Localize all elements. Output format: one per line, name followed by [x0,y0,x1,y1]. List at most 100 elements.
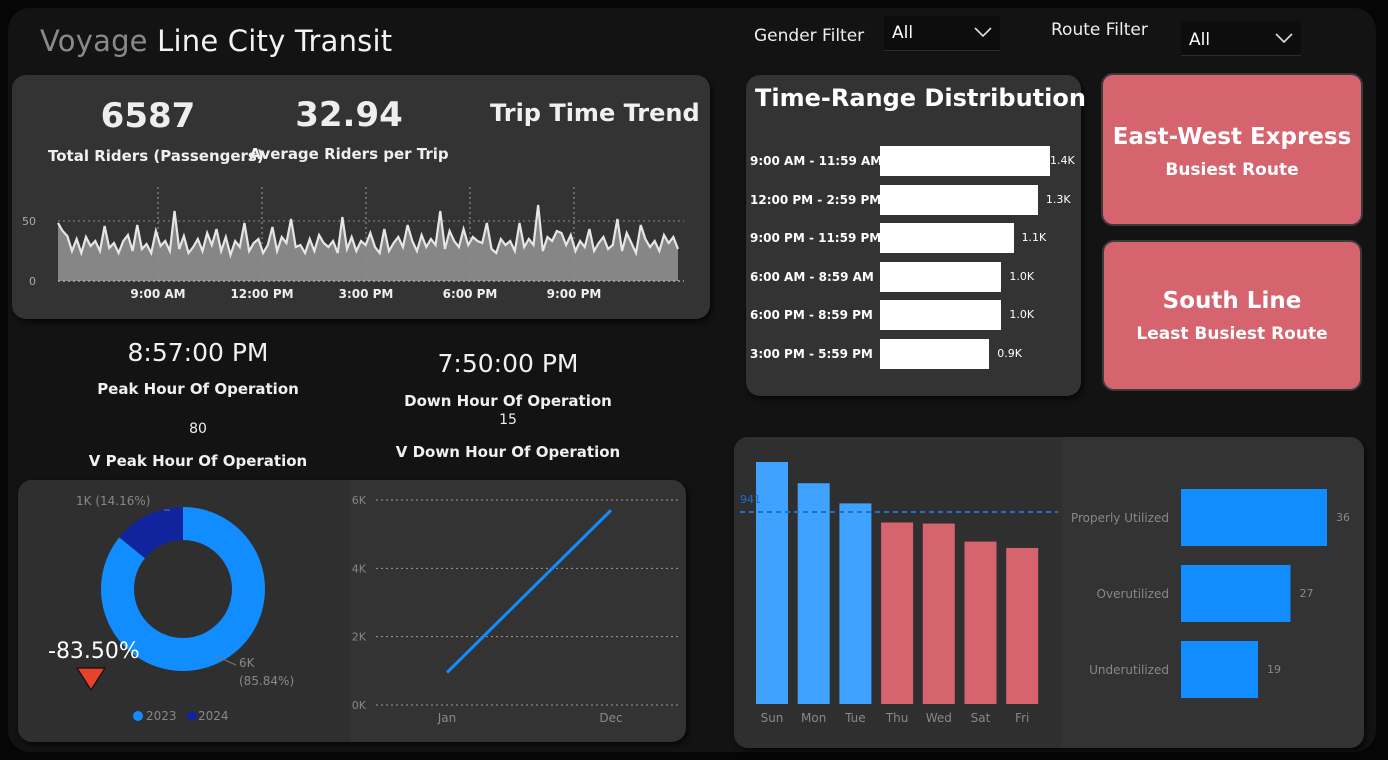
trend-area [58,205,678,281]
trend-x-tick: 12:00 PM [230,287,293,301]
weekday-utilization-panel: Sun Mon Tue Thu Wed Sat Fri 941 Properly Utili… [734,437,1364,748]
time-range-label: 12:00 PM - 2:59 PM [750,192,882,207]
change-percent-value: -83.50% [48,639,140,664]
dashboard-title: Voyage Line City Transit [40,24,393,58]
weekday-bar [797,483,830,704]
least-route-label: Least Busiest Route [1136,324,1328,344]
weekday-bar [839,503,872,704]
time-range-label: 9:00 AM - 11:59 AM [750,154,883,168]
weekday-x-tick: Fri [1015,711,1029,725]
reference-line-label: 941 [740,493,761,506]
weekday-bar [881,522,914,704]
time-range-value: 1.1K [1021,231,1047,245]
utilization-label: Properly Utilized [1071,511,1169,525]
utilization-value: 27 [1300,587,1314,600]
weekday-bar [922,523,955,704]
yearly-charts: 1K (14.16%) 6K (85.84%) -83.50% 2023 202… [48,494,678,725]
line-x-tick: Dec [599,711,622,725]
route-filter-label: Route Filter [1051,20,1148,40]
line-y-tick: 2K [352,631,367,644]
time-range-title: Time-Range Distribution [755,84,1086,112]
avg-riders-label: Average Riders per Trip [249,145,449,163]
line-y-tick: 0K [352,699,367,712]
chevron-down-icon [1275,33,1293,44]
time-range-label: 6:00 AM - 8:59 AM [750,269,874,284]
peak-time-value: 8:57:00 PM [127,338,269,367]
donut-label-2023-pct: (85.84%) [239,674,294,688]
time-range-value: 1.0K [1009,269,1035,283]
time-range-value: 1.4K [1050,154,1075,167]
trend-y-tick: 50 [22,215,36,228]
legend-2024-label: 2024 [198,709,229,723]
legend-2023-dot [133,711,143,721]
utilization-bar-chart: Properly Utilized 36 Overutilized 27 Underut… [1071,489,1350,698]
trend-x-tick: 6:00 PM [443,287,498,301]
weekday-x-tick: Sat [971,711,991,725]
weekday-x-tick: Tue [844,711,866,725]
trend-x-tick: 3:00 PM [339,287,394,301]
gender-filter-label: Gender Filter [754,26,865,46]
utilization-label: Underutilized [1089,663,1169,677]
year-line [445,509,613,674]
time-range-value: 1.3K [1045,192,1071,206]
time-range-panel: Time-Range Distribution 9:00 AM - 11:59 … [746,75,1086,396]
time-range-bar [880,339,990,369]
route-filter-value: All [1189,30,1211,50]
busiest-route-card: East-West Express Busiest Route [1103,75,1361,224]
gender-filter-dropdown[interactable]: All [884,16,1000,51]
total-riders-value: 6587 [100,96,196,136]
year-donut-chart [100,507,265,671]
line-y-tick: 6K [352,494,367,507]
trend-x-tick: 9:00 PM [547,287,602,301]
least-busiest-route-card: South Line Least Busiest Route [1104,242,1360,389]
legend-2024-dot [187,711,197,721]
weekday-bar-chart: Sun Mon Tue Thu Wed Sat Fri [756,462,1039,725]
donut-slice-2023 [100,507,265,671]
trend-y-tick: 0 [29,275,36,288]
utilization-value: 19 [1267,663,1281,676]
trend-x-tick: 9:00 AM [130,287,185,301]
time-range-label: 3:00 PM - 5:59 PM [750,347,873,361]
least-route-name: South Line [1162,288,1302,314]
yearly-comparison-panel: 1K (14.16%) 6K (85.84%) -83.50% 2023 202… [18,480,686,742]
down-value: 15 [499,412,517,428]
time-range-value: 0.9K [997,347,1022,360]
total-riders-label: Total Riders (Passengers) [48,147,264,165]
donut-slice-2024 [119,507,183,559]
time-range-label: 9:00 PM - 11:59 PM [750,231,882,246]
gender-filter-value: All [892,23,914,43]
utilization-label: Overutilized [1097,587,1169,601]
down-time-label: Down Hour Of Operation [404,392,612,410]
down-value-label: V Down Hour Of Operation [395,443,621,461]
chevron-down-icon [974,27,992,38]
weekday-and-utilization-charts: Sun Mon Tue Thu Wed Sat Fri 941 Properly Utili… [740,462,1350,725]
trip-time-trend-chart: 0 50 9:00 AM 12:00 PM 3:00 PM 6:00 PM 9:00 PM [22,187,684,301]
weekday-x-tick: Wed [926,711,952,725]
kpi-trend-panel: 6587 Total Riders (Passengers) 32.94 Ave… [12,75,710,319]
down-triangle-icon [75,667,107,692]
donut-label-2023-value: 6K [239,656,256,670]
avg-riders-value: 32.94 [295,95,403,135]
time-range-bar [880,184,1038,215]
time-range-bar [880,300,1002,331]
weekday-x-tick: Sun [761,711,784,725]
utilization-bar [1181,489,1327,546]
weekday-bar [1006,547,1039,704]
peak-time-label: Peak Hour Of Operation [97,380,299,398]
peak-value-label: V Peak Hour Of Operation [88,452,308,470]
down-time-value: 7:50:00 PM [437,349,579,378]
utilization-bar [1181,641,1259,698]
time-range-bar [880,146,1050,176]
time-range-value: 1.0K [1009,308,1035,322]
time-range-bar [880,261,1002,292]
peak-value: 80 [189,421,207,437]
utilization-bar [1181,565,1291,622]
weekday-x-tick: Thu [885,711,909,725]
donut-label-2024: 1K (14.16%) [76,494,150,508]
trend-line [57,204,680,259]
route-filter-dropdown[interactable]: All [1181,21,1301,56]
busiest-route-label: Busiest Route [1165,160,1299,180]
weekday-bar [964,541,997,704]
utilization-value: 36 [1336,511,1350,524]
trend-title: Trip Time Trend [490,99,700,127]
